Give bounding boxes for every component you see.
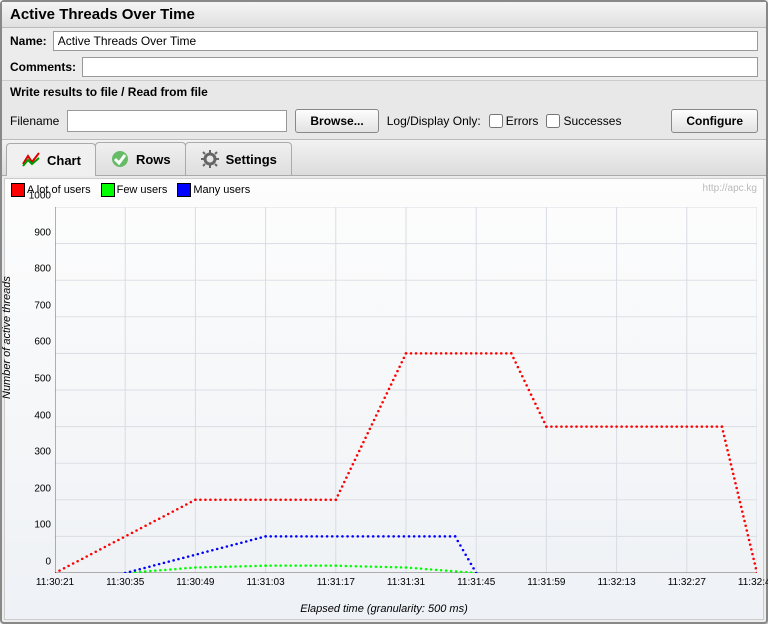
x-ticks: 11:30:2111:30:3511:30:4911:31:0311:31:17… bbox=[55, 577, 757, 591]
chart-area: A lot of usersFew usersMany users http:/… bbox=[4, 178, 764, 620]
watermark: http://apc.kg bbox=[703, 183, 757, 194]
name-input[interactable] bbox=[53, 31, 758, 51]
file-section-label: Write results to file / Read from file bbox=[2, 80, 766, 103]
gear-icon bbox=[200, 149, 220, 169]
legend-swatch bbox=[177, 183, 191, 197]
filename-input[interactable] bbox=[67, 110, 287, 132]
legend-swatch bbox=[101, 183, 115, 197]
tab-settings-label: Settings bbox=[226, 152, 277, 167]
x-tick: 11:30:49 bbox=[176, 577, 214, 588]
legend-label: Few users bbox=[117, 184, 168, 196]
y-axis-label: Number of active threads bbox=[1, 276, 13, 399]
name-row: Name: bbox=[2, 28, 766, 54]
configure-button[interactable]: Configure bbox=[671, 109, 758, 133]
y-tick: 400 bbox=[34, 410, 51, 421]
tabs: Chart Rows Settings bbox=[2, 140, 766, 176]
y-tick: 500 bbox=[34, 374, 51, 385]
comments-row: Comments: bbox=[2, 54, 766, 80]
y-tick: 300 bbox=[34, 447, 51, 458]
tab-rows-label: Rows bbox=[136, 152, 171, 167]
tab-settings[interactable]: Settings bbox=[185, 142, 292, 175]
window: Active Threads Over Time Name: Comments:… bbox=[0, 0, 768, 624]
comments-label: Comments: bbox=[10, 60, 76, 74]
errors-checkbox[interactable] bbox=[489, 114, 503, 128]
y-tick: 900 bbox=[34, 227, 51, 238]
successes-label: Successes bbox=[563, 114, 621, 128]
legend-swatch bbox=[11, 183, 25, 197]
x-tick: 11:31:31 bbox=[387, 577, 425, 588]
y-tick: 200 bbox=[34, 483, 51, 494]
errors-checkbox-wrap[interactable]: Errors bbox=[489, 114, 539, 128]
x-tick: 11:32:41 bbox=[738, 577, 768, 588]
successes-checkbox-wrap[interactable]: Successes bbox=[546, 114, 621, 128]
check-icon bbox=[110, 149, 130, 169]
y-ticks: 01002003004005006007008009001000 bbox=[25, 207, 53, 573]
chart-icon bbox=[21, 150, 41, 170]
x-tick: 11:31:17 bbox=[317, 577, 355, 588]
x-tick: 11:30:21 bbox=[36, 577, 74, 588]
plot bbox=[55, 207, 757, 573]
y-tick: 700 bbox=[34, 300, 51, 311]
y-tick: 1000 bbox=[29, 191, 51, 202]
tab-chart[interactable]: Chart bbox=[6, 143, 96, 176]
tab-chart-label: Chart bbox=[47, 153, 81, 168]
x-tick: 11:30:35 bbox=[106, 577, 144, 588]
y-tick: 100 bbox=[34, 520, 51, 531]
browse-button[interactable]: Browse... bbox=[295, 109, 378, 133]
filename-label: Filename bbox=[10, 114, 59, 128]
x-tick: 11:32:13 bbox=[598, 577, 636, 588]
y-tick: 0 bbox=[45, 557, 51, 568]
x-tick: 11:31:45 bbox=[457, 577, 495, 588]
logdisplay-label: Log/Display Only: bbox=[387, 114, 481, 128]
legend-label: Many users bbox=[193, 184, 250, 196]
x-tick: 11:32:27 bbox=[668, 577, 706, 588]
x-tick: 11:31:59 bbox=[527, 577, 565, 588]
successes-checkbox[interactable] bbox=[546, 114, 560, 128]
tab-rows[interactable]: Rows bbox=[95, 142, 186, 175]
file-row: Filename Browse... Log/Display Only: Err… bbox=[2, 103, 766, 140]
x-axis-label: Elapsed time (granularity: 500 ms) bbox=[300, 603, 468, 615]
comments-input[interactable] bbox=[82, 57, 758, 77]
chart-legend: A lot of usersFew usersMany users bbox=[5, 179, 763, 201]
x-tick: 11:31:03 bbox=[247, 577, 285, 588]
y-tick: 600 bbox=[34, 337, 51, 348]
y-tick: 800 bbox=[34, 264, 51, 275]
title-bar: Active Threads Over Time bbox=[2, 2, 766, 28]
chart-svg bbox=[55, 207, 757, 573]
name-label: Name: bbox=[10, 34, 47, 48]
errors-label: Errors bbox=[506, 114, 539, 128]
